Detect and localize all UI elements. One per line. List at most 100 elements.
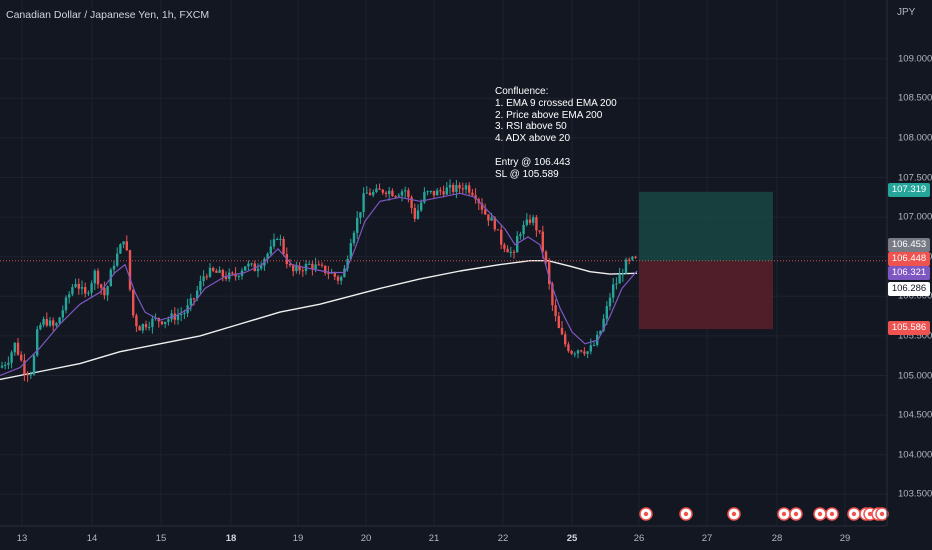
event-marker-dot — [793, 511, 799, 517]
candle-body — [4, 364, 7, 366]
candle-body — [7, 362, 10, 365]
candle-body — [192, 298, 196, 300]
candle-body — [122, 241, 125, 245]
candle-body — [548, 262, 551, 284]
price-tick-label: 108.000 — [898, 132, 932, 144]
candle-body — [359, 212, 362, 218]
candle-body — [333, 272, 336, 277]
candle-body — [442, 191, 445, 195]
candle-body — [276, 238, 279, 240]
candle-body — [628, 259, 631, 261]
candle-body — [205, 276, 208, 278]
grid-lines — [0, 0, 887, 526]
candle-body — [612, 284, 615, 298]
candle-body — [384, 192, 388, 194]
position-tool[interactable] — [639, 191, 773, 330]
candle-body — [455, 184, 458, 192]
candle-body — [560, 328, 564, 335]
candle-body — [55, 323, 58, 326]
candle-body — [621, 273, 624, 275]
candle-body — [218, 269, 221, 273]
price-tick-label: 103.500 — [898, 488, 932, 500]
candle-body — [215, 270, 218, 273]
stop-zone[interactable] — [639, 261, 773, 330]
candle-body — [45, 319, 48, 326]
time-tick-label: 29 — [839, 533, 851, 544]
candle-body — [564, 334, 567, 345]
candle-body — [490, 217, 493, 221]
candle-body — [436, 190, 439, 196]
ema-9-line — [0, 192, 638, 377]
candle-body — [634, 256, 637, 258]
candle-body — [388, 190, 391, 194]
candle-body — [541, 231, 544, 252]
candle-body — [132, 289, 135, 316]
candle-body — [624, 259, 628, 274]
confluence-annotation[interactable]: Confluence: 1. EMA 9 crossed EMA 200 2. … — [495, 86, 617, 180]
candle-body — [426, 191, 429, 193]
candle-body — [464, 185, 468, 190]
ema-200-path — [0, 260, 638, 381]
candle-body — [36, 329, 39, 356]
candle-body — [148, 327, 151, 329]
candle-body — [250, 263, 253, 265]
annotation-line: Entry @ 106.443 — [495, 156, 571, 168]
candle-body — [327, 273, 330, 275]
candle-body — [618, 274, 621, 284]
candle-body — [125, 241, 128, 251]
candle-body — [39, 324, 42, 330]
candle-body — [352, 232, 356, 244]
candle-body — [420, 202, 423, 211]
candle-body — [410, 197, 413, 209]
candle-body — [112, 265, 116, 270]
candle-body — [180, 314, 183, 316]
candle-body — [160, 321, 164, 325]
candle-body — [509, 251, 512, 253]
candle-body — [20, 354, 23, 361]
candle-body — [199, 281, 202, 291]
candle-body — [365, 192, 368, 194]
candle-body — [576, 350, 580, 354]
candle-body — [13, 342, 16, 353]
candle-body — [23, 360, 26, 375]
candle-body — [48, 320, 52, 326]
candle-body — [583, 351, 586, 354]
candle-body — [394, 196, 397, 198]
candle-body — [512, 251, 516, 253]
symbol-title: Canadian Dollar / Japanese Yen, 1h, FXCM — [6, 9, 210, 21]
candle-body — [608, 297, 612, 307]
target-zone[interactable] — [639, 191, 773, 262]
event-marker-dot — [879, 511, 885, 517]
candle-body — [266, 253, 269, 259]
event-markers[interactable] — [639, 507, 889, 521]
candle-body — [196, 290, 199, 299]
candle-body — [260, 265, 263, 269]
price-tick-label: 104.000 — [898, 449, 932, 461]
annotation-line: 4. ADX above 20 — [495, 133, 571, 145]
candlesticks — [0, 179, 637, 382]
annotation-line: SL @ 105.589 — [495, 168, 559, 180]
candle-body — [103, 287, 106, 296]
candle-body — [317, 264, 320, 266]
candle-body — [295, 265, 298, 272]
annotation-spacer — [495, 145, 617, 157]
candle-body — [416, 210, 420, 219]
candle-body — [423, 192, 426, 203]
candle-body — [269, 246, 272, 254]
time-tick-label: 14 — [86, 533, 98, 544]
candle-body — [349, 243, 352, 259]
candle-body — [26, 374, 29, 376]
candle-body — [368, 192, 372, 196]
candle-body — [202, 276, 205, 282]
candle-body — [605, 306, 608, 319]
event-marker-dot — [851, 511, 857, 517]
time-tick-label: 20 — [360, 533, 372, 544]
candle-body — [116, 253, 119, 266]
candle-body — [461, 188, 464, 190]
price-tick-label: 104.500 — [898, 409, 932, 421]
candle-body — [407, 190, 410, 198]
candle-body — [176, 314, 180, 320]
candle-body — [141, 324, 144, 331]
candle-body — [189, 298, 192, 306]
